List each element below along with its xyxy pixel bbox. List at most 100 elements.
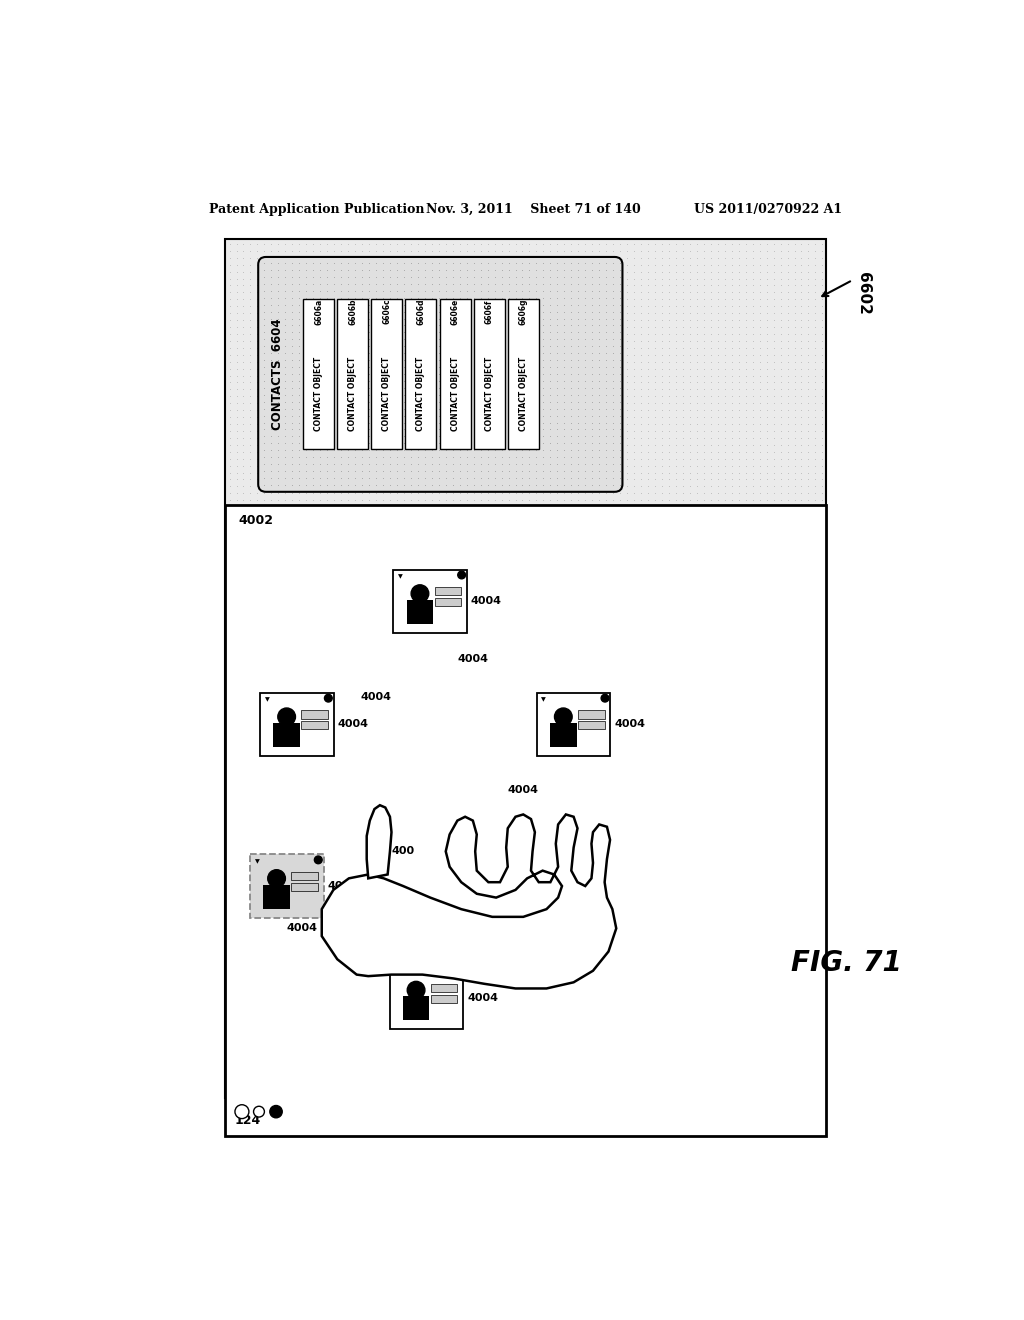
Point xyxy=(591,260,607,281)
Point xyxy=(759,1023,775,1044)
Point xyxy=(236,837,252,858)
Point xyxy=(759,428,775,449)
Point xyxy=(578,788,594,809)
Point xyxy=(437,252,454,273)
Point xyxy=(682,989,698,1010)
Point xyxy=(319,433,336,454)
Point xyxy=(507,323,523,345)
Point xyxy=(375,338,391,359)
Point xyxy=(263,490,280,511)
Point xyxy=(479,260,496,281)
Point xyxy=(501,690,517,711)
Point xyxy=(744,455,761,477)
Point xyxy=(312,289,329,310)
Point xyxy=(305,801,322,822)
Point xyxy=(326,857,342,878)
Point xyxy=(710,601,726,622)
Point xyxy=(660,449,677,470)
Point xyxy=(424,822,440,843)
Point xyxy=(354,968,371,989)
Point xyxy=(312,919,329,940)
Point xyxy=(263,363,280,384)
Point xyxy=(786,579,803,601)
Point xyxy=(542,961,558,982)
Point xyxy=(786,871,803,892)
Point xyxy=(479,261,496,282)
Point xyxy=(626,351,642,372)
Point xyxy=(249,449,265,470)
Point xyxy=(563,426,580,447)
Point xyxy=(368,705,384,726)
Point xyxy=(759,974,775,995)
Point xyxy=(430,420,446,441)
Point xyxy=(278,801,294,822)
Point xyxy=(326,1072,342,1093)
Point xyxy=(605,317,622,338)
Point xyxy=(507,454,523,475)
Point xyxy=(326,884,342,906)
Point xyxy=(437,1038,454,1059)
Point xyxy=(459,560,475,581)
Point xyxy=(466,310,482,331)
Point xyxy=(689,663,706,684)
Point xyxy=(444,405,461,426)
Point xyxy=(256,338,272,359)
Point xyxy=(794,532,810,553)
Point xyxy=(682,1016,698,1038)
Point xyxy=(236,483,252,504)
Point xyxy=(786,1030,803,1051)
Point xyxy=(354,649,371,671)
Point xyxy=(794,594,810,615)
Point xyxy=(298,434,314,455)
Point xyxy=(682,268,698,289)
Point xyxy=(584,552,600,573)
Point xyxy=(556,379,572,400)
Point xyxy=(312,275,329,296)
Point xyxy=(807,767,823,788)
Point xyxy=(612,982,629,1003)
Point xyxy=(256,483,272,504)
Point xyxy=(633,884,649,906)
Point xyxy=(668,697,684,718)
Point xyxy=(494,863,510,884)
Point xyxy=(430,379,446,400)
Circle shape xyxy=(270,1105,283,1118)
Point xyxy=(689,697,706,718)
Point xyxy=(243,566,259,587)
Point xyxy=(640,434,656,455)
Point xyxy=(444,649,461,671)
Point xyxy=(521,322,538,343)
Point xyxy=(312,504,329,525)
Point xyxy=(340,483,356,504)
Point xyxy=(494,504,510,525)
Point xyxy=(278,560,294,581)
Point xyxy=(228,781,245,803)
Point xyxy=(640,1010,656,1031)
Point xyxy=(563,843,580,865)
Point xyxy=(695,289,712,310)
Point xyxy=(444,628,461,649)
Point xyxy=(514,504,530,525)
Point xyxy=(270,462,287,483)
Point xyxy=(270,989,287,1010)
Point xyxy=(452,837,468,858)
Point xyxy=(786,330,803,351)
Point xyxy=(765,746,781,767)
Point xyxy=(801,884,817,906)
Point xyxy=(395,405,412,426)
Point xyxy=(360,356,377,378)
Point xyxy=(647,428,664,449)
Point xyxy=(752,1065,768,1086)
Point xyxy=(424,418,440,440)
Point xyxy=(486,384,503,405)
Point xyxy=(570,345,587,366)
Point xyxy=(772,1059,788,1080)
Point xyxy=(507,912,523,933)
Point xyxy=(717,808,733,830)
Point xyxy=(618,927,635,948)
Point xyxy=(382,1078,398,1100)
Point xyxy=(256,371,272,392)
Point xyxy=(563,795,580,816)
Point xyxy=(437,607,454,628)
Point xyxy=(382,446,398,467)
